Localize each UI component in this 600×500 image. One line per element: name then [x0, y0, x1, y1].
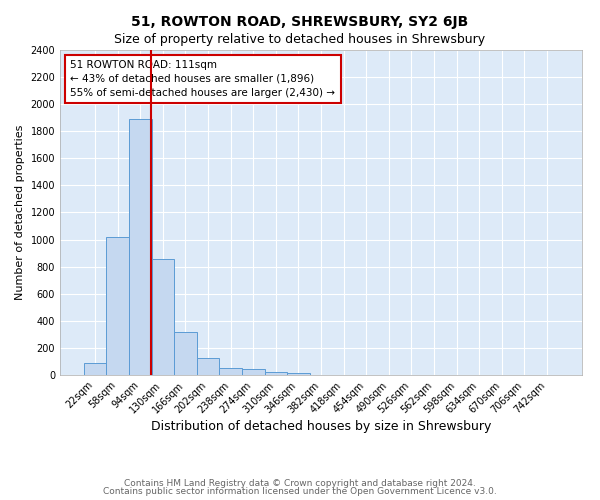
Text: 51, ROWTON ROAD, SHREWSBURY, SY2 6JB: 51, ROWTON ROAD, SHREWSBURY, SY2 6JB [131, 15, 469, 29]
Text: 51 ROWTON ROAD: 111sqm
← 43% of detached houses are smaller (1,896)
55% of semi-: 51 ROWTON ROAD: 111sqm ← 43% of detached… [70, 60, 335, 98]
Text: Size of property relative to detached houses in Shrewsbury: Size of property relative to detached ho… [115, 32, 485, 46]
Bar [220, 368, 242, 375]
Bar [152, 258, 174, 375]
Bar [287, 372, 310, 375]
Bar [197, 358, 220, 375]
Bar [84, 363, 106, 375]
X-axis label: Distribution of detached houses by size in Shrewsbury: Distribution of detached houses by size … [151, 420, 491, 434]
Text: Contains HM Land Registry data © Crown copyright and database right 2024.: Contains HM Land Registry data © Crown c… [124, 478, 476, 488]
Text: Contains public sector information licensed under the Open Government Licence v3: Contains public sector information licen… [103, 487, 497, 496]
Y-axis label: Number of detached properties: Number of detached properties [15, 125, 25, 300]
Bar [242, 368, 265, 375]
Bar [265, 372, 287, 375]
Bar [174, 332, 197, 375]
Bar [129, 119, 152, 375]
Bar [106, 237, 129, 375]
